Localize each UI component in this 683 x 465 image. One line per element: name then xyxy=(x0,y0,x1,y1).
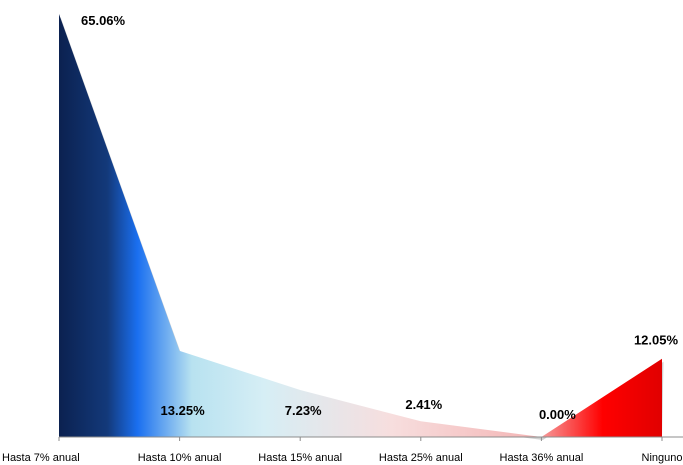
x-tick-label: Hasta 36% anual xyxy=(500,452,584,464)
x-tick-label: Hasta 10% anual xyxy=(138,452,222,464)
data-label: 0.00% xyxy=(539,407,576,422)
x-tick-label: Hasta 25% anual xyxy=(379,452,463,464)
series-area xyxy=(59,14,662,437)
data-label: 12.05% xyxy=(634,333,679,348)
data-label: 13.25% xyxy=(161,403,206,418)
data-label: 65.06% xyxy=(81,13,126,28)
x-axis-ticks xyxy=(58,437,663,441)
x-tick-label: Hasta 15% anual xyxy=(258,452,342,464)
x-axis-tick-labels: Hasta 7% anual Hasta 10% anual Hasta 15% a… xyxy=(2,452,682,464)
x-tick-label: Hasta 7% anual xyxy=(2,452,80,464)
x-tick-label: Ninguno xyxy=(642,452,683,464)
data-label: 2.41% xyxy=(405,397,442,412)
data-label: 7.23% xyxy=(285,403,322,418)
data-labels: 65.06% 13.25% 7.23% 2.41% 0.00% 12.05% xyxy=(81,13,678,422)
